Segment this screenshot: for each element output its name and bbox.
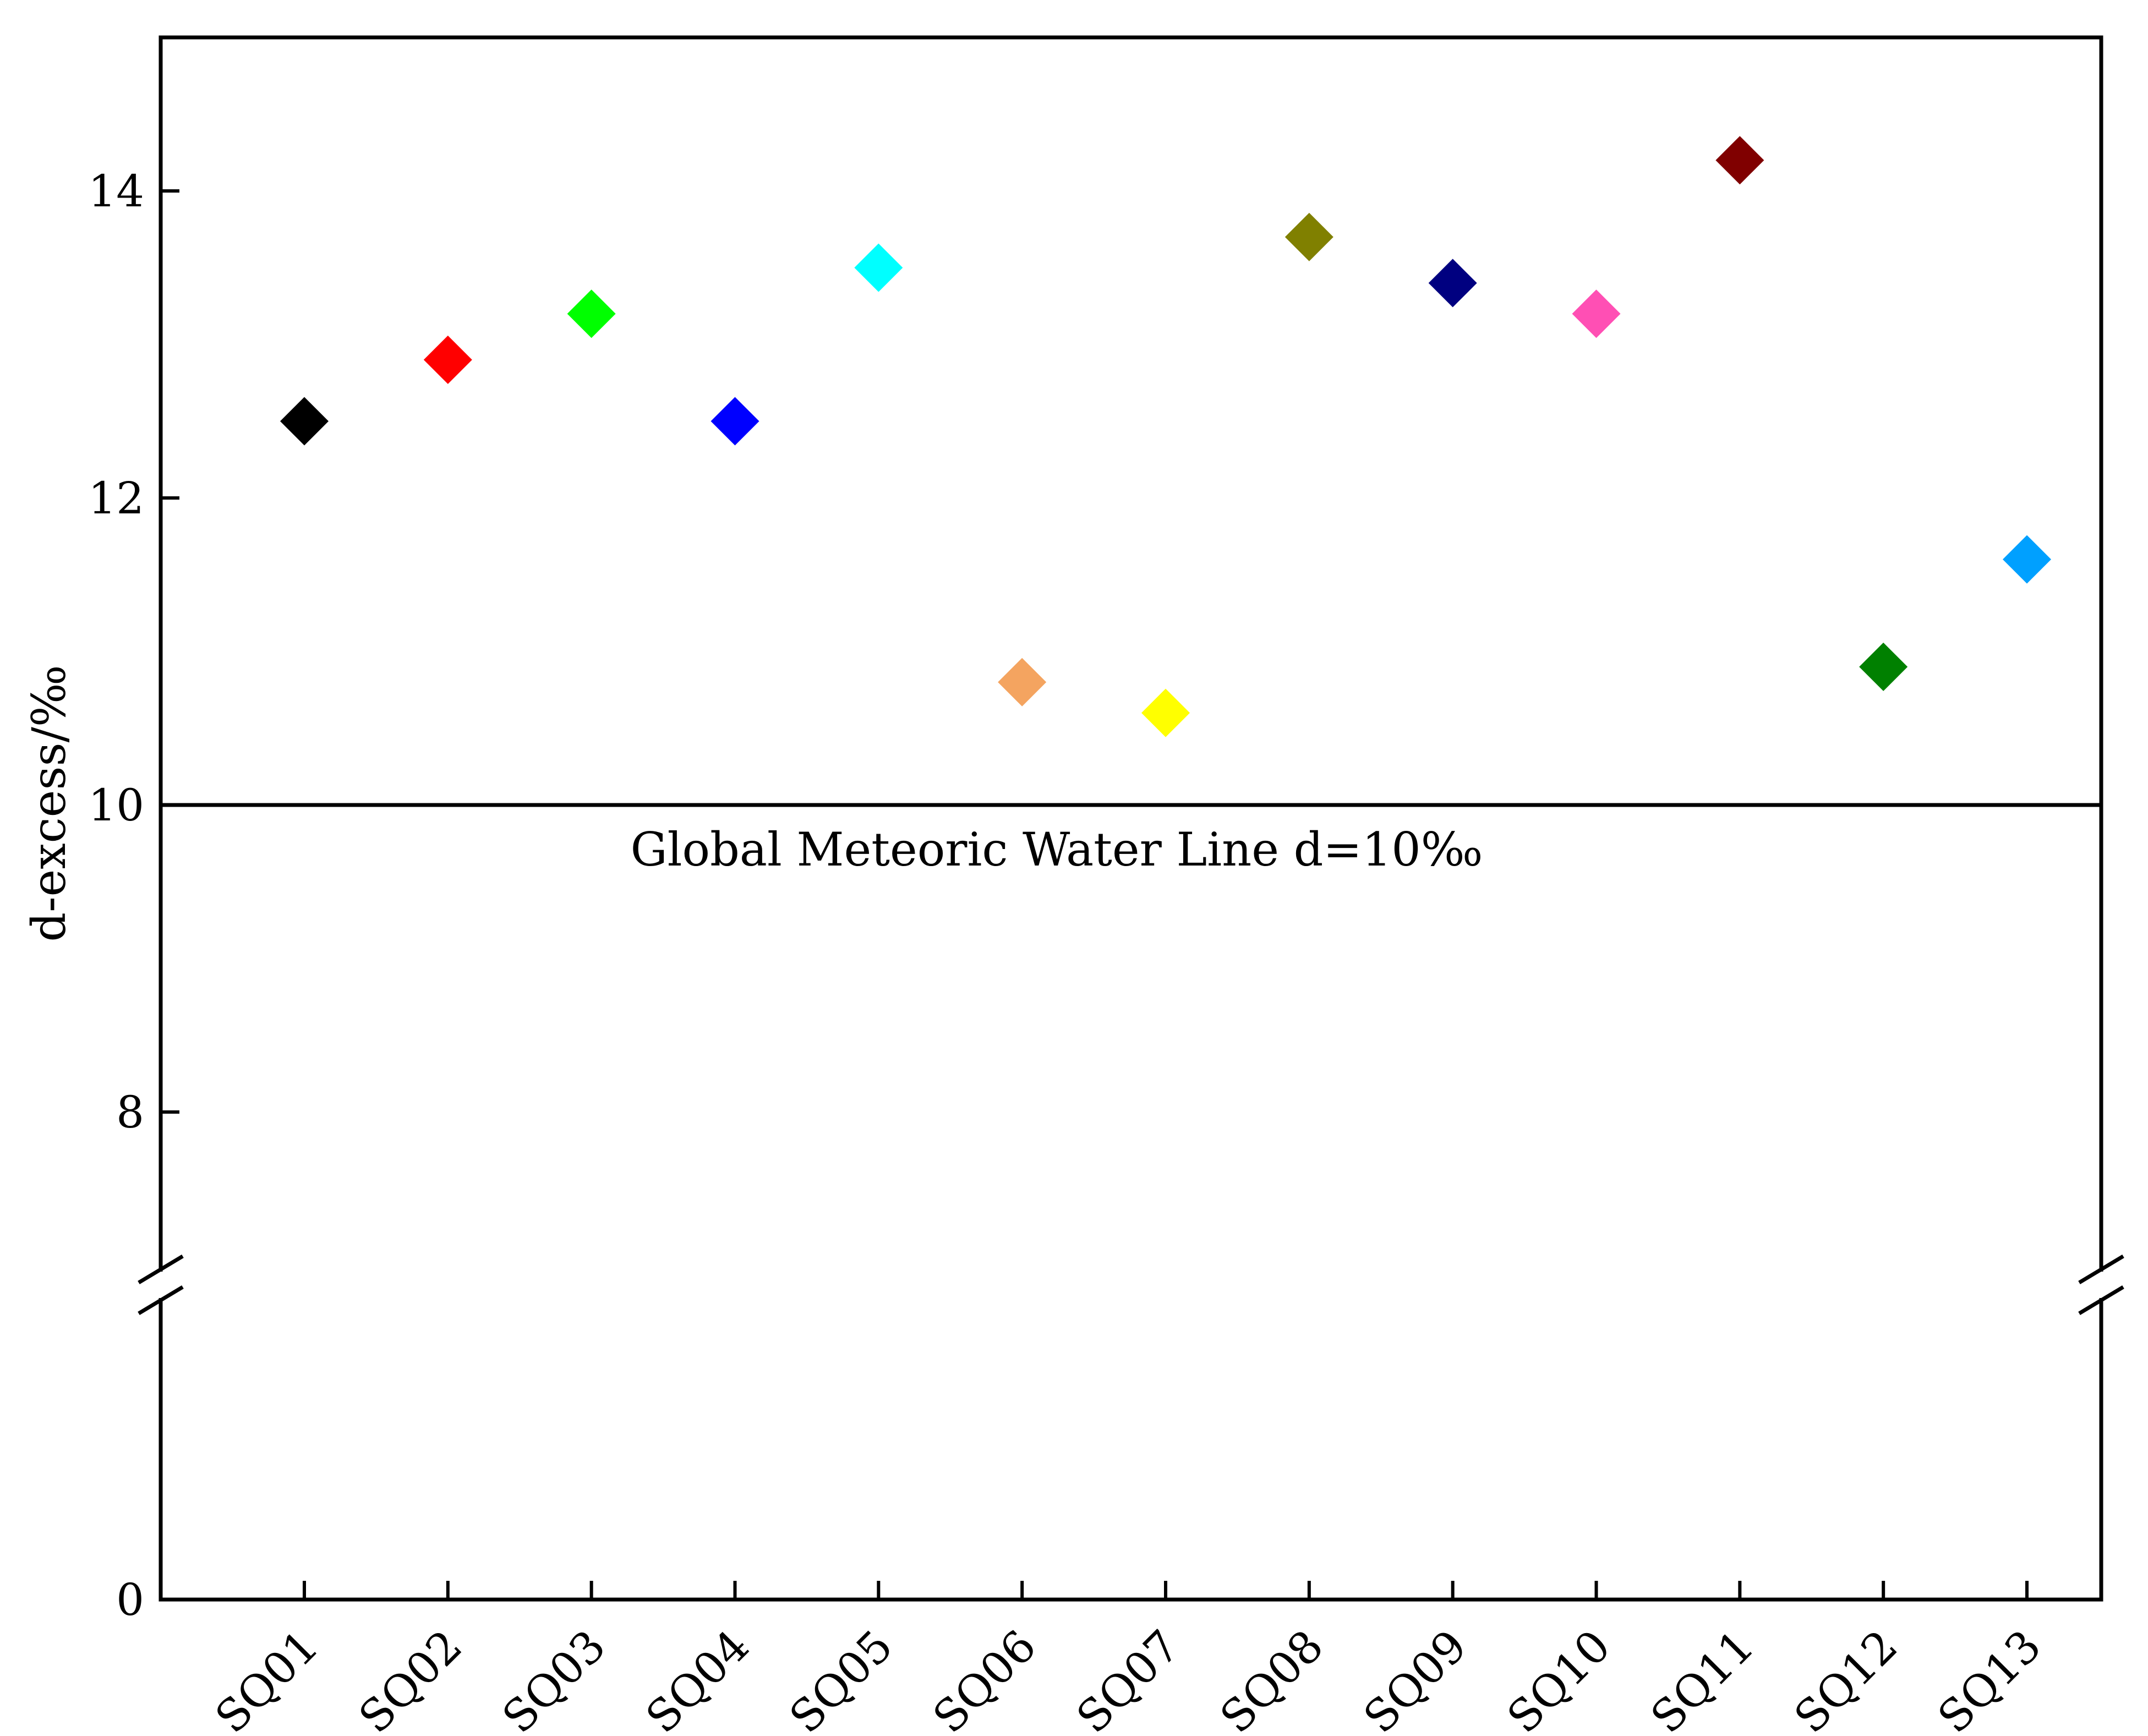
x-tick-label: SQ06 <box>923 1620 1046 1736</box>
x-tick-label: SQ13 <box>1928 1620 2051 1736</box>
data-point-sq08 <box>1285 212 1333 261</box>
x-tick-label: SQ04 <box>636 1620 759 1736</box>
x-tick-label: SQ10 <box>1497 1620 1620 1736</box>
reference-line-group: Global Meteoric Water Line d=10‰ <box>161 803 2101 877</box>
data-point-sq09 <box>1428 259 1477 308</box>
plot-frame <box>158 35 2103 1602</box>
x-tick-label: SQ09 <box>1354 1620 1477 1736</box>
y-tick-label: 12 <box>88 473 144 524</box>
data-point-sq13 <box>2003 535 2051 584</box>
left-break-gap <box>154 1272 167 1298</box>
right-break-mark-lower <box>2078 1285 2124 1316</box>
data-point-sq02 <box>423 335 472 384</box>
x-axis-ticks: SQ01 SQ02 SQ03 SQ04 SQ05 SQ06 SQ07 SQ08 SQ09 SQ10… <box>206 1581 2051 1736</box>
y-tick-label: 14 <box>88 166 144 217</box>
x-tick-label: SQ08 <box>1210 1620 1333 1736</box>
y-tick-label: 0 <box>116 1574 144 1625</box>
reference-line-label: Global Meteoric Water Line d=10‰ <box>631 823 1483 877</box>
data-point-sq06 <box>998 658 1047 707</box>
data-point-sq03 <box>567 289 616 338</box>
data-point-sq05 <box>854 243 903 292</box>
x-tick-label: SQ03 <box>493 1620 615 1736</box>
data-point-sq11 <box>1715 136 1764 185</box>
data-point-sq10 <box>1572 289 1621 338</box>
axis-break <box>138 1254 2124 1316</box>
data-point-sq07 <box>1141 688 1190 737</box>
x-tick-label: SQ01 <box>206 1620 329 1736</box>
x-tick-label: SQ02 <box>349 1620 472 1736</box>
right-break-mark-upper <box>2078 1254 2124 1285</box>
x-tick-label: SQ11 <box>1641 1620 1764 1736</box>
plot-border <box>158 35 2103 1602</box>
left-break-mark-upper <box>138 1254 184 1285</box>
x-tick-label: SQ05 <box>780 1620 903 1736</box>
y-axis-title: d-excess/‰ <box>22 665 76 941</box>
y-tick-label: 8 <box>116 1087 144 1138</box>
left-break-mark-lower <box>138 1285 184 1316</box>
x-tick-label: SQ07 <box>1067 1620 1190 1736</box>
y-axis-ticks: 0 8 10 12 14 <box>88 166 179 1625</box>
data-point-sq04 <box>710 397 759 446</box>
data-point-sq12 <box>1859 642 1908 691</box>
data-points <box>280 136 2051 737</box>
x-tick-label: SQ12 <box>1785 1620 1907 1736</box>
y-tick-label: 10 <box>88 780 144 831</box>
data-point-sq01 <box>280 397 329 446</box>
right-break-gap <box>2095 1272 2108 1298</box>
